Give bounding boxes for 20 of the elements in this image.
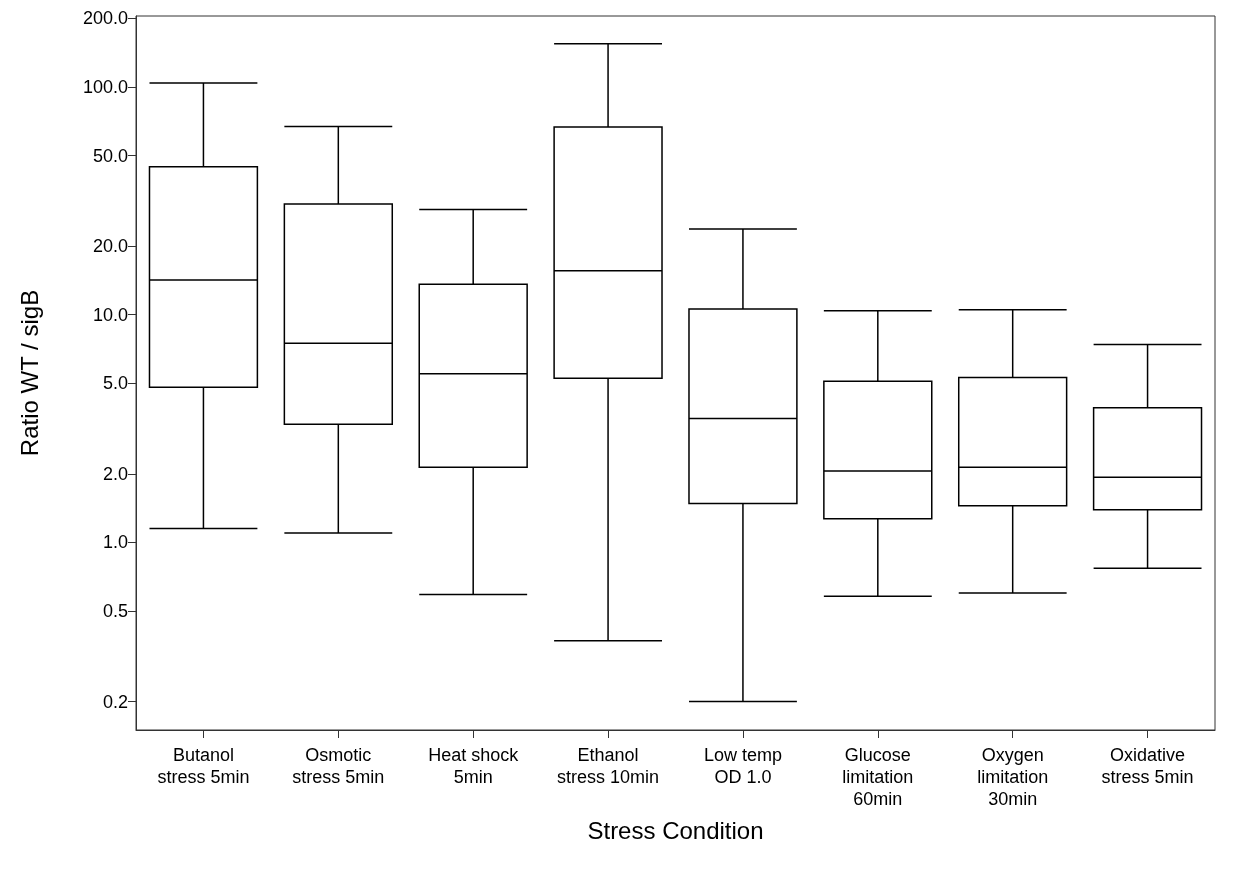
x-tick-label: Oxidative stress 5min — [1101, 745, 1194, 787]
x-tick-label: Oxygen limitation 30min — [977, 745, 1049, 809]
y-tick-label: 5.0 — [102, 373, 128, 394]
y-tick-label: 2.0 — [102, 463, 128, 484]
y-tick-label: 200.0 — [82, 8, 128, 29]
x-tick-label: Ethanol stress 10min — [557, 745, 660, 787]
y-tick-label: 1.0 — [102, 532, 128, 553]
y-tick-label: 0.2 — [102, 691, 128, 712]
x-tick-label: Glucose limitation 60min — [842, 745, 914, 809]
y-tick-label: 10.0 — [92, 304, 128, 325]
y-tick-label: 50.0 — [92, 145, 128, 166]
y-tick-label: 0.5 — [102, 600, 128, 621]
y-tick-label: 20.0 — [92, 236, 128, 257]
x-tick-label: Osmotic stress 5min — [292, 745, 385, 787]
x-tick-label: Low temp OD 1.0 — [703, 745, 782, 787]
x-tick-label: Heat shock 5min — [428, 745, 520, 787]
y-tick-label: 100.0 — [82, 76, 128, 97]
x-axis-title: Stress Condition — [587, 816, 764, 844]
y-axis-title: Ratio WT / sigB — [15, 289, 43, 457]
x-tick-label: Butanol stress 5min — [157, 745, 250, 787]
